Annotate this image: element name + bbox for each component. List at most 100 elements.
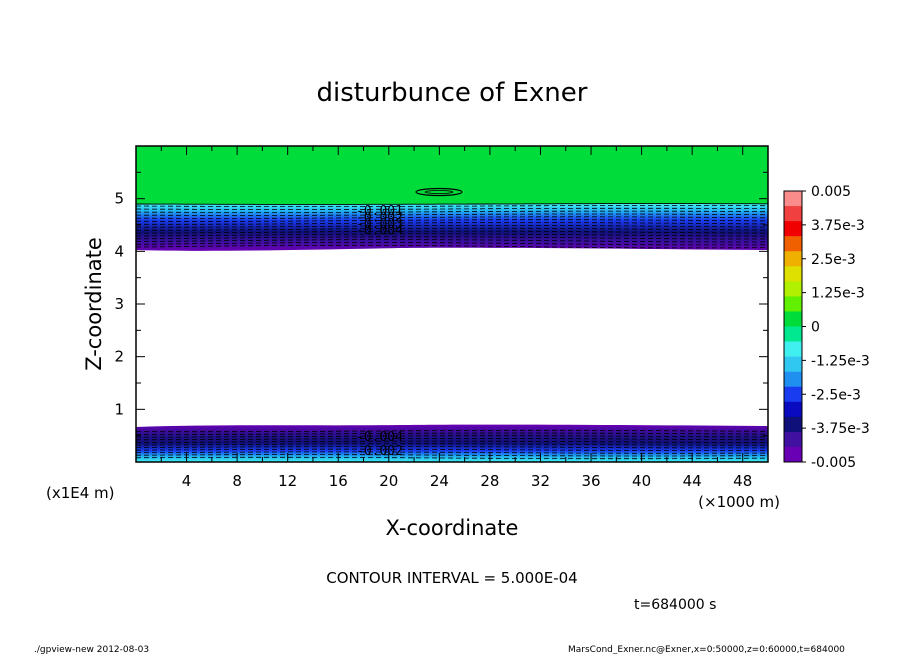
- upper-negative-band: [136, 204, 768, 251]
- colorbar-swatch: [784, 251, 802, 267]
- lower-contour-line: [136, 446, 769, 449]
- x-tick-label: 24: [430, 472, 449, 490]
- x-ticks: 4 8 12 16 20 24 28 32 36 40 44 48: [160, 146, 752, 490]
- upper-contour-lines: [135, 203, 769, 249]
- y-ticks: 1 2 3 4 5: [114, 171, 768, 437]
- x-unit-label: (×1000 m): [698, 493, 780, 511]
- colorbar-swatch: [784, 386, 802, 403]
- colorbar-swatch: [784, 281, 802, 297]
- contour-label: -0.001: [356, 204, 403, 219]
- colorbar-swatch: [784, 401, 802, 418]
- colorbar-label: -1.25e-3: [811, 353, 870, 369]
- y-tick-label: 3: [114, 295, 124, 313]
- lower-contour-line: [136, 438, 769, 441]
- colorbar-swatch: [784, 431, 802, 448]
- footer-left: ./gpview-new 2012-08-03: [34, 645, 149, 654]
- upper-contour-line: [136, 210, 768, 213]
- closed-contour: [415, 187, 463, 197]
- x-tick-label: 32: [531, 472, 550, 490]
- colorbar-label: 1.25e-3: [811, 286, 865, 302]
- colorbar-label: 2.5e-3: [811, 252, 856, 268]
- footer-right: MarsCond_Exner.nc@Exner,x=0:50000,z=0:60…: [568, 645, 845, 654]
- lower-contour-lines: [135, 429, 769, 460]
- lower-contour-line: [136, 440, 768, 443]
- colorbar-swatch: [784, 326, 802, 342]
- chart-title: disturbunce of Exner: [317, 78, 588, 108]
- lower-contour-line: [135, 451, 769, 454]
- lower-contour-line: [136, 432, 769, 435]
- upper-contour-line: [136, 225, 768, 228]
- upper-contour-line: [136, 216, 768, 219]
- x-tick-label: 16: [329, 472, 348, 490]
- upper-contour-line: [135, 213, 768, 216]
- x-axis-label: X-coordinate: [386, 516, 519, 540]
- colorbar-swatch: [784, 416, 802, 433]
- upper-contour-line: [136, 242, 768, 246]
- x-tick-label: 8: [232, 472, 242, 490]
- y-tick-label: 5: [114, 190, 124, 208]
- colorbar-label: 3.75e-3: [811, 218, 865, 234]
- lower-contour-line: [136, 454, 768, 457]
- x-tick-label: 40: [632, 472, 651, 490]
- contour-label: -0.004: [356, 430, 403, 445]
- y-axis-label: Z-coordinate: [82, 237, 106, 371]
- colorbar-swatch: [784, 236, 802, 252]
- colorbar-swatch: [784, 296, 802, 312]
- lower-negative-band: [136, 424, 768, 462]
- upper-contour-line: [135, 222, 769, 225]
- closed-contour-inner: [424, 190, 454, 194]
- lower-contour-line: [136, 435, 769, 438]
- upper-zero-contour: [136, 203, 768, 205]
- x-tick-label: 48: [733, 472, 752, 490]
- colorbar-label: -2.5e-3: [811, 387, 861, 403]
- y-tick-label: 4: [114, 242, 124, 260]
- upper-contour-line: [136, 230, 768, 234]
- upper-contour-labels: -0.001-0.002-0.003-0.004: [356, 204, 403, 239]
- x-tick-label: 20: [379, 472, 398, 490]
- time-label: t=684000 s: [634, 597, 716, 613]
- upper-contour-line: [135, 239, 769, 243]
- contour-label: -0.003: [356, 217, 403, 232]
- contour-label: -0.002: [356, 444, 403, 459]
- colorbar-swatch: [784, 356, 802, 372]
- upper-contour-line: [136, 236, 768, 240]
- colorbar: [783, 190, 803, 463]
- colorbar-swatch: [784, 341, 802, 357]
- contour-label: -0.004: [356, 224, 403, 239]
- colorbar-swatch: [784, 371, 802, 388]
- x-tick-label: 36: [581, 472, 600, 490]
- colorbar-swatch: [784, 206, 802, 222]
- colorbar-label: 0: [811, 320, 820, 336]
- x-tick-label: 44: [683, 472, 702, 490]
- colorbar-swatch: [784, 266, 802, 282]
- lower-contour-line: [136, 443, 768, 446]
- lower-contour-labels: -0.004-0.002: [356, 430, 403, 459]
- upper-contour-line: [136, 227, 769, 231]
- lower-contour-line: [135, 448, 768, 451]
- colorbar-labels: 0.005 3.75e-3 2.5e-3 1.25e-3 0 -1.25e-3 -2.5e-…: [802, 184, 870, 471]
- x-tick-label: 12: [278, 472, 297, 490]
- lower-contour-line: [136, 429, 768, 433]
- x-tick-label: 28: [480, 472, 499, 490]
- y-tick-label: 1: [114, 400, 124, 418]
- colorbar-label: 0.005: [811, 184, 851, 200]
- upper-contour-line: [136, 205, 768, 207]
- colorbar-swatch: [784, 221, 802, 237]
- upper-contour-line: [135, 207, 769, 210]
- colorbar-swatch: [784, 191, 802, 207]
- upper-contour-line: [136, 233, 768, 237]
- contour-label: -0.002: [356, 211, 403, 226]
- upper-contour-line: [136, 219, 769, 222]
- upper-contour-line: [135, 244, 769, 249]
- y-unit-label: (x1E4 m): [46, 484, 115, 502]
- contour-interval: CONTOUR INTERVAL = 5.000E-04: [326, 569, 577, 587]
- lower-contour-line: [135, 456, 769, 460]
- y-tick-label: 2: [114, 348, 124, 366]
- colorbar-swatch: [784, 311, 802, 327]
- colorbar-swatch: [784, 446, 802, 463]
- colorbar-label: -0.005: [811, 455, 856, 471]
- colorbar-label: -3.75e-3: [811, 421, 870, 437]
- x-tick-label: 4: [182, 472, 192, 490]
